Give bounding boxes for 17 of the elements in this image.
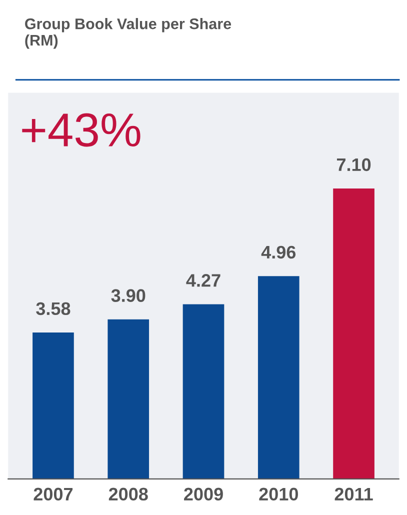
data-label: 3.58 (36, 302, 70, 316)
bar (333, 188, 374, 479)
x-tick-label: 2010 (259, 488, 298, 501)
data-label: 3.90 (111, 289, 146, 302)
bar (108, 319, 150, 479)
x-tick-label: 2007 (34, 488, 73, 501)
bar (32, 332, 74, 479)
data-label: 4.96 (261, 246, 296, 259)
chart-title: Group Book Value per Share (RM) (25, 18, 232, 49)
text: +43% (22, 113, 140, 147)
x-tick-label: 2011 (334, 488, 373, 501)
bar (182, 304, 224, 479)
bar (258, 276, 300, 479)
x-tick-label: 2008 (108, 488, 148, 501)
data-label: 7.10 (336, 158, 371, 172)
x-tick-label: 2009 (184, 488, 223, 501)
data-label: 4.27 (186, 274, 220, 287)
